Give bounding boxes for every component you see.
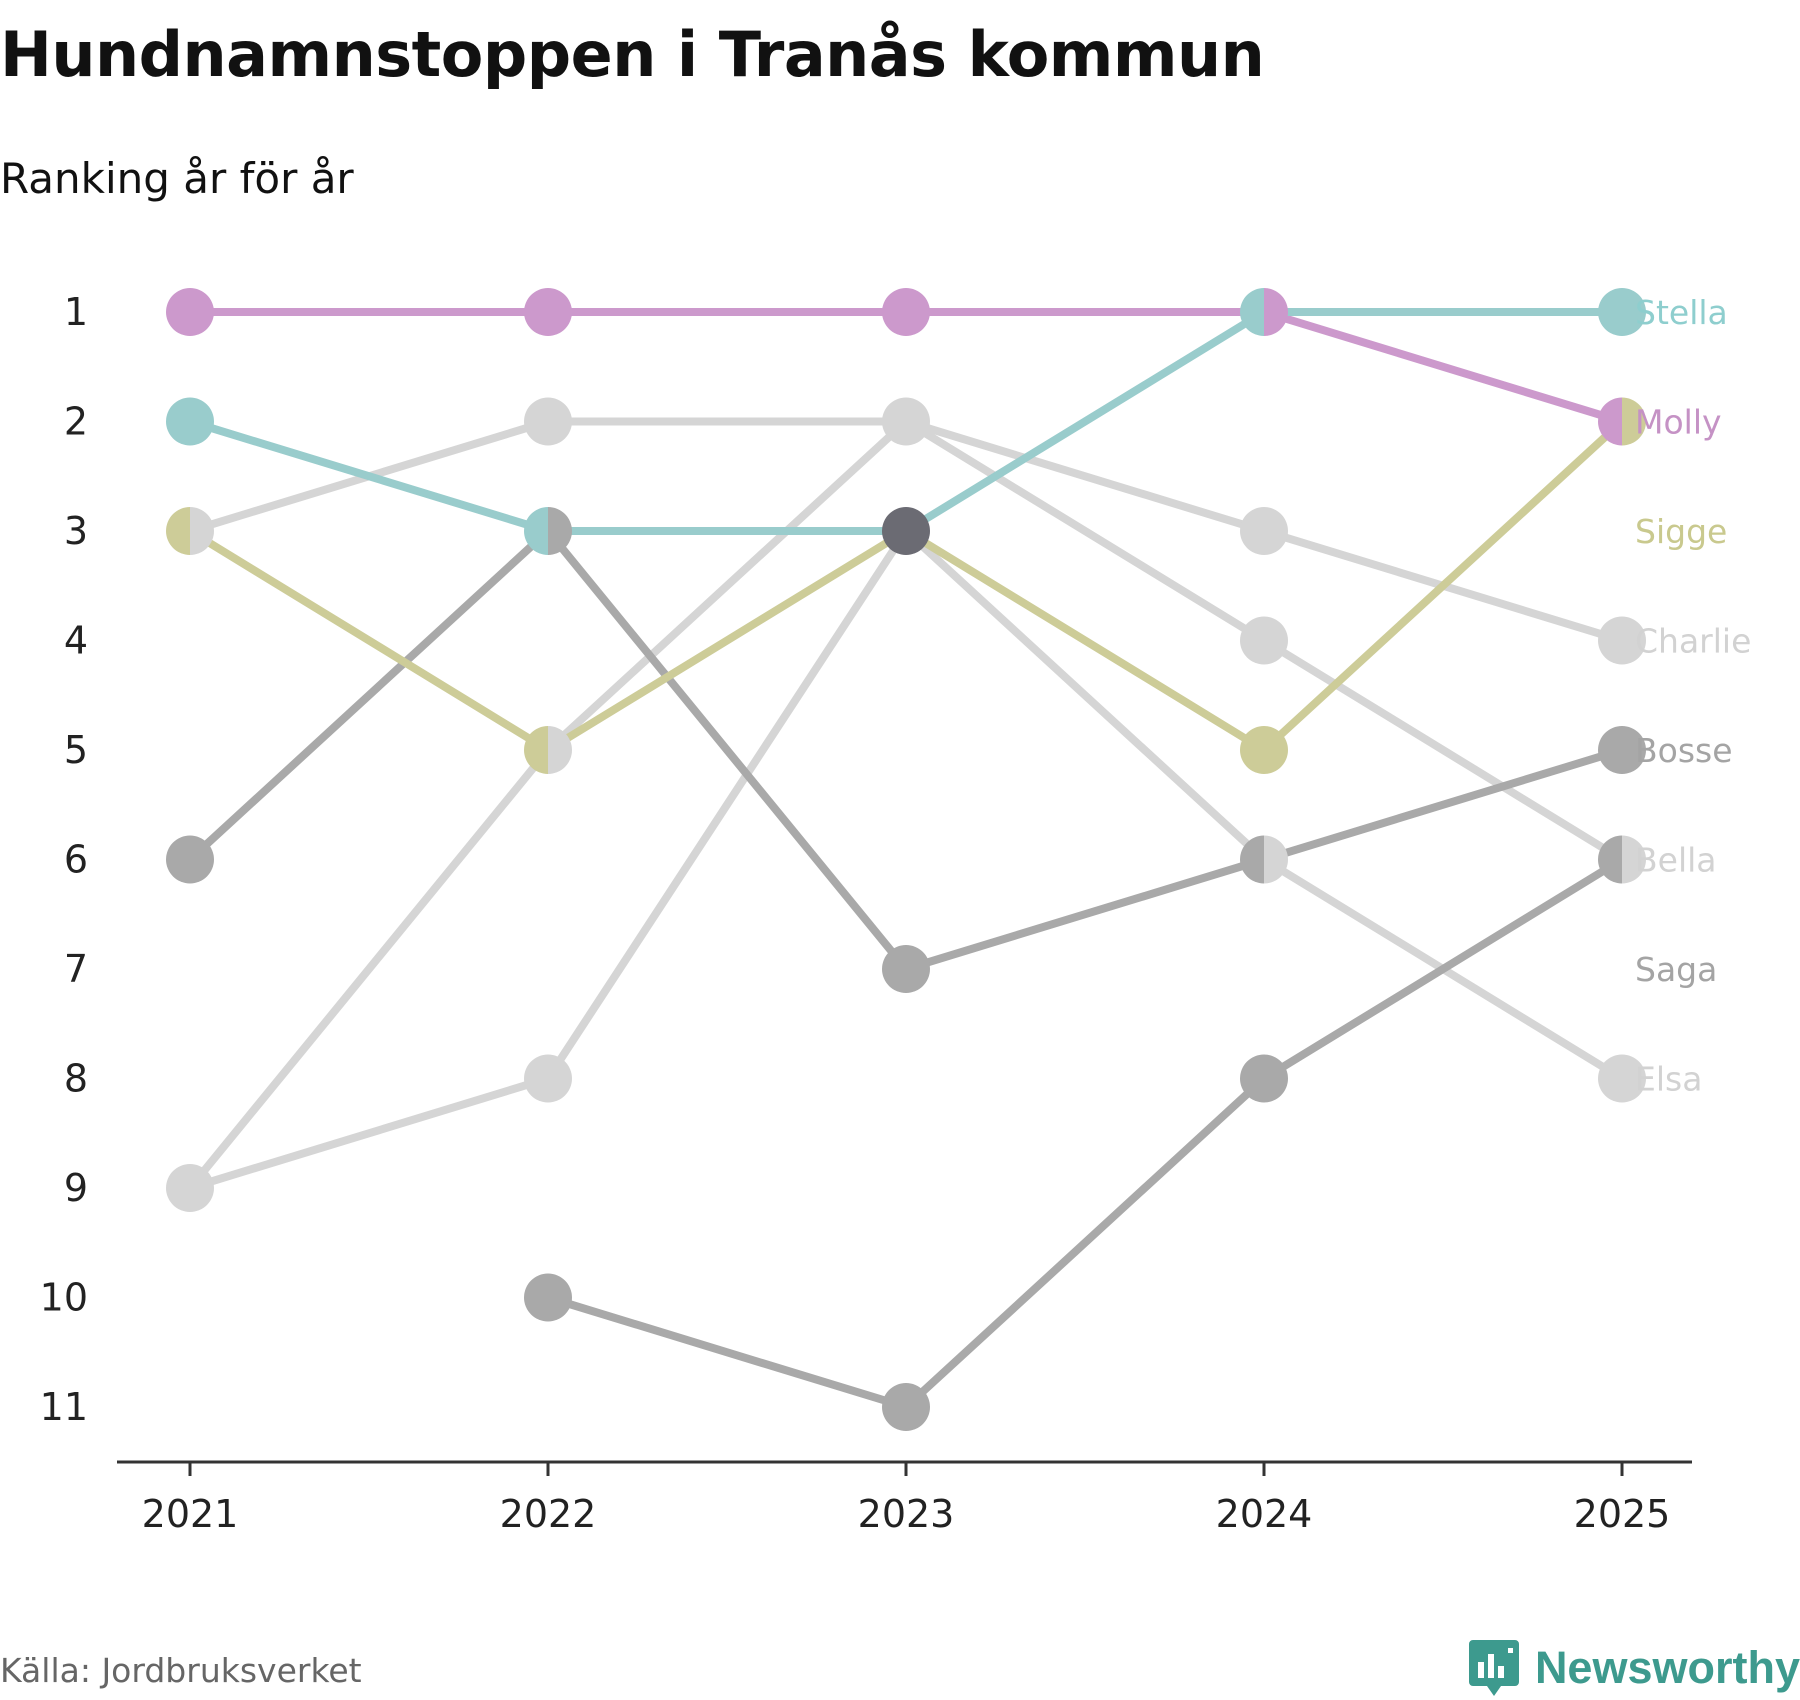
marker-2022-rank-1-molly [524, 288, 572, 336]
brand-name: Newsworthy [1534, 1642, 1800, 1693]
line-saga [544, 855, 1626, 1411]
y-tick-label-11: 11 [40, 1385, 88, 1429]
y-tick-label-3: 3 [64, 509, 88, 553]
line-elsa [186, 527, 1626, 1192]
end-label-bosse: Bosse [1635, 731, 1733, 770]
marker-2024-rank-4-bella [1240, 616, 1288, 665]
source-note: Källa: Jordbruksverket [0, 1651, 362, 1690]
y-tick-label-7: 7 [64, 947, 88, 991]
marker-2023-rank-3-multi [882, 507, 930, 555]
marker-2025-rank-4-charlie [1598, 616, 1646, 665]
end-label-stella: Stella [1635, 293, 1728, 332]
marker-2023-rank-2-charlie-half [882, 397, 906, 446]
y-tick-label-4: 4 [64, 619, 88, 663]
marker-2024-rank-3-charlie [1240, 507, 1288, 555]
marker-2025-rank-2-sigge-half [1622, 397, 1646, 446]
marker-2021-rank-6-bosse [166, 835, 214, 884]
newsworthy-logo-icon [1468, 1640, 1519, 1696]
end-label-molly: Molly [1635, 403, 1722, 442]
y-tick-label-10: 10 [40, 1276, 88, 1320]
line-bosse [186, 527, 1626, 973]
x-tick-label-2022: 2022 [500, 1492, 597, 1536]
marker-2022-rank-3-stella-half [524, 507, 548, 555]
marker-2023-rank-11-saga [882, 1383, 930, 1431]
chart-title: Hundnamnstoppen i Tranås kommun [0, 18, 1265, 91]
marker-2023-rank-2-bella-half [906, 397, 930, 446]
end-label-sigge: Sigge [1635, 512, 1727, 551]
y-tick-label-5: 5 [64, 728, 88, 772]
series-markers [166, 288, 1646, 1431]
marker-2025-rank-6-saga-half [1598, 835, 1622, 884]
marker-2025-rank-5-bosse [1598, 726, 1646, 774]
brand-logo: Newsworthy [1468, 1640, 1800, 1696]
marker-2025-rank-2-molly-half [1598, 397, 1622, 446]
marker-2022-rank-10-saga [524, 1273, 572, 1322]
marker-2022-rank-5-charlie-half [548, 726, 572, 774]
end-label-bella: Bella [1635, 841, 1717, 880]
marker-2024-rank-1-stella-half [1240, 288, 1264, 336]
marker-2024-rank-8-saga [1240, 1054, 1288, 1103]
series-lines [186, 308, 1626, 1411]
marker-2021-rank-9-elsa-half [190, 1164, 214, 1212]
x-tick-label-2024: 2024 [1216, 1492, 1313, 1536]
line-sigge [186, 417, 1626, 754]
x-tick-label-2023: 2023 [858, 1492, 955, 1536]
chart-subtitle: Ranking år för år [0, 154, 354, 203]
marker-2025-rank-8-elsa [1598, 1054, 1646, 1103]
y-tick-label-2: 2 [64, 400, 88, 444]
marker-2022-rank-5-sigge-half [524, 726, 548, 774]
marker-2023-rank-1-molly [882, 288, 930, 336]
marker-2021-rank-3-bella-half [190, 507, 214, 555]
x-tick-label-2025: 2025 [1574, 1492, 1671, 1536]
marker-2021-rank-9-charlie-half [166, 1164, 190, 1212]
x-tick-label-2021: 2021 [142, 1492, 239, 1536]
end-label-saga: Saga [1635, 950, 1717, 989]
marker-2024-rank-1-molly-half [1264, 288, 1288, 336]
marker-2024-rank-6-bosse-half [1240, 835, 1264, 884]
marker-2021-rank-1-molly [166, 288, 214, 336]
end-label-charlie: Charlie [1635, 622, 1751, 661]
marker-2024-rank-6-elsa-half [1264, 835, 1288, 884]
y-tick-label-8: 8 [64, 1057, 88, 1101]
marker-2025-rank-1-stella [1598, 288, 1646, 336]
marker-2021-rank-2-stella [166, 397, 214, 446]
y-tick-label-1: 1 [64, 290, 88, 334]
marker-2021-rank-3-sigge-half [166, 507, 190, 555]
marker-2022-rank-3-bosse-half [548, 507, 572, 555]
end-labels: Elsa Bella Charlie Saga Bosse Sigge Molly Stell… [1635, 293, 1751, 1099]
marker-2024-rank-5-sigge [1240, 726, 1288, 774]
y-tick-label-6: 6 [64, 838, 88, 882]
end-label-elsa: Elsa [1635, 1060, 1702, 1099]
marker-2025-rank-6-bella-half [1622, 835, 1646, 884]
marker-2022-rank-8-elsa [524, 1054, 572, 1103]
marker-2023-rank-7-bosse [882, 945, 930, 993]
y-tick-label-9: 9 [64, 1166, 88, 1210]
marker-2022-rank-2-bella [524, 397, 572, 446]
axes: 1 2 3 4 5 6 7 8 9 10 11 2021 2022 2023 2024 2025 [40, 290, 1692, 1536]
